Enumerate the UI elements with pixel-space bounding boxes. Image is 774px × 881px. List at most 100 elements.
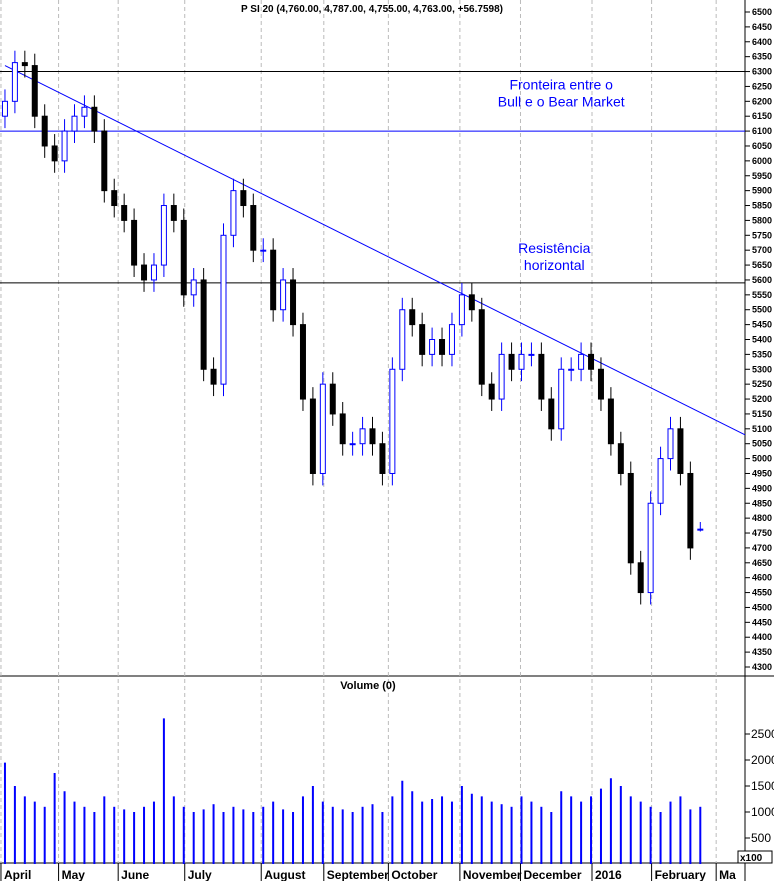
candle-body: [488, 383, 495, 400]
price-tick-label: 6250: [752, 81, 772, 91]
price-tick-label: 5750: [752, 230, 772, 240]
candle-body: [538, 353, 545, 400]
candle-body: [588, 353, 595, 370]
candle-body: [518, 353, 525, 370]
price-tick-label: 4900: [752, 483, 772, 493]
volume-unit: x100: [740, 853, 763, 864]
candle-body: [180, 219, 187, 296]
price-tick-label: 5350: [752, 349, 772, 359]
month-label: 2016: [595, 868, 622, 881]
annotation-text: Fronteira entre o: [509, 76, 613, 92]
candle-body: [329, 383, 336, 415]
candle-body: [131, 219, 138, 266]
candle-body: [280, 279, 287, 311]
candle-body: [270, 249, 277, 311]
price-tick-label: 6050: [752, 141, 772, 151]
candle-body: [379, 443, 386, 474]
chart-title: P SI 20 (4,760.00, 4,787.00, 4,755.00, 4…: [241, 4, 503, 15]
candle-body: [21, 62, 28, 67]
candle-body: [627, 472, 634, 564]
candle-body: [458, 294, 465, 326]
candle-body: [121, 205, 128, 221]
price-tick-label: 5500: [752, 305, 772, 315]
trend-line: [4, 65, 746, 436]
candle-body: [240, 190, 247, 207]
candle-body: [419, 324, 426, 355]
price-tick-label: 5400: [752, 335, 772, 345]
candle-body: [697, 528, 704, 531]
price-tick-label: 6450: [752, 22, 772, 32]
candle-body: [439, 339, 446, 355]
candle-body: [290, 279, 297, 326]
month-label: July: [188, 868, 212, 881]
volume-title: Volume (0): [340, 680, 396, 692]
candle-body: [160, 205, 167, 266]
candle-body: [250, 205, 257, 251]
price-tick-label: 5300: [752, 364, 772, 374]
volume-tick-label: 2000: [751, 753, 774, 767]
candle-body: [111, 190, 118, 207]
price-tick-label: 4750: [752, 528, 772, 538]
candle-body: [61, 130, 68, 162]
candle-body: [687, 472, 694, 549]
price-tick-label: 5050: [752, 439, 772, 449]
candle-body: [309, 398, 316, 474]
price-tick-label: 4350: [752, 647, 772, 657]
candle-body: [399, 309, 406, 370]
price-tick-label: 4550: [752, 588, 772, 598]
candle-body: [558, 368, 565, 430]
candle-body: [389, 368, 396, 474]
price-tick-label: 5100: [752, 424, 772, 434]
price-tick-label: 5200: [752, 394, 772, 404]
candle-body: [528, 353, 535, 356]
month-label: Ma: [719, 868, 736, 881]
price-tick-label: 5550: [752, 290, 772, 300]
month-label: October: [391, 868, 437, 881]
price-tick-label: 5600: [752, 275, 772, 285]
month-label: April: [4, 868, 31, 881]
candle-body: [359, 428, 366, 445]
candle-body: [548, 398, 555, 430]
price-tick-label: 4800: [752, 513, 772, 523]
candle-body: [210, 368, 217, 385]
candle-body: [51, 145, 58, 162]
candle-body: [429, 339, 436, 355]
price-tick-label: 4600: [752, 573, 772, 583]
annotation-text: Bull e o Bear Market: [498, 93, 625, 109]
candle-body: [597, 368, 604, 400]
candle-body: [647, 502, 654, 594]
price-tick-label: 5650: [752, 260, 772, 270]
price-tick-label: 6150: [752, 111, 772, 121]
candle-body: [101, 130, 108, 192]
candle-body: [468, 294, 475, 311]
candle-body: [498, 353, 505, 400]
candle-body: [170, 205, 177, 221]
price-tick-label: 5250: [752, 379, 772, 389]
candle-body: [319, 383, 326, 474]
annotation-text: Resistência: [518, 240, 591, 256]
volume-tick-label: 2500: [751, 727, 774, 741]
price-tick-label: 6100: [752, 126, 772, 136]
price-tick-label: 6400: [752, 37, 772, 47]
price-tick-label: 4500: [752, 602, 772, 612]
price-tick-label: 5700: [752, 245, 772, 255]
candle-body: [299, 324, 306, 400]
volume-tick-label: 1000: [751, 805, 774, 819]
candle-body: [667, 428, 674, 460]
price-tick-label: 4400: [752, 632, 772, 642]
price-tick-label: 5150: [752, 409, 772, 419]
month-label: September: [327, 868, 389, 881]
candle-body: [508, 353, 515, 370]
candle-body: [41, 115, 48, 147]
candle-body: [91, 106, 98, 132]
price-tick-label: 4700: [752, 543, 772, 553]
candle-body: [369, 428, 376, 445]
price-tick-label: 5000: [752, 454, 772, 464]
candle-body: [220, 234, 227, 385]
price-tick-label: 4300: [752, 662, 772, 672]
price-tick-label: 4850: [752, 498, 772, 508]
month-label: December: [523, 868, 581, 881]
price-tick-label: 5950: [752, 171, 772, 181]
